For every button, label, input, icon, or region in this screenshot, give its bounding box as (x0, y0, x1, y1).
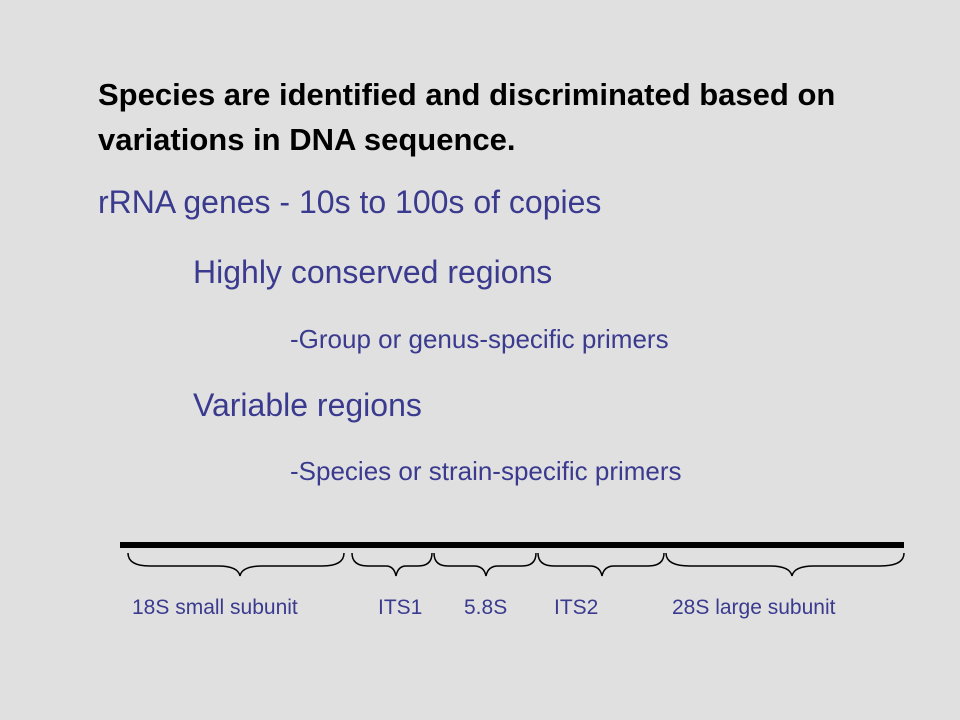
label-18s: 18S small subunit (132, 596, 298, 619)
group-primers-line: -Group or genus-specific primers (290, 324, 669, 354)
species-primers-line: -Species or strain-specific primers (290, 456, 682, 486)
variable-regions-line: Variable regions (193, 387, 422, 423)
label-its1: ITS1 (378, 596, 423, 619)
slide-title: Species are identified and discriminated… (98, 77, 836, 157)
label-28s: 28S large subunit (672, 596, 836, 619)
bracket-28s (665, 552, 905, 577)
label-58s: 5.8S (464, 596, 508, 619)
bracket-its2 (537, 552, 665, 577)
label-its2: ITS2 (554, 596, 599, 619)
bracket-58s (433, 552, 537, 577)
bracket-its1 (351, 552, 433, 577)
rrna-genes-line: rRNA genes - 10s to 100s of copies (98, 184, 602, 220)
bracket-18s (127, 552, 345, 577)
conserved-regions-line: Highly conserved regions (193, 254, 553, 290)
